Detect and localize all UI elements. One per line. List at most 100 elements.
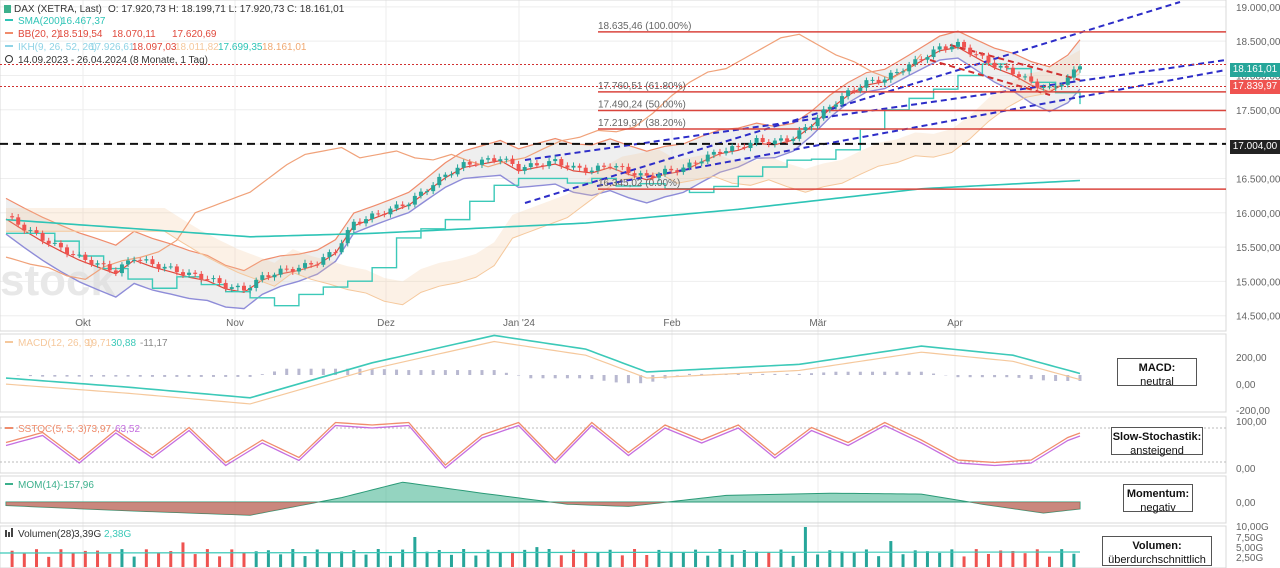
macd-histogram-bar xyxy=(285,368,289,375)
macd-histogram-bar xyxy=(956,375,960,378)
candle-body xyxy=(577,165,582,168)
macd-histogram-bar xyxy=(395,369,399,375)
candle-body xyxy=(113,270,118,274)
volume-bar xyxy=(767,552,771,567)
macd-histogram-bar xyxy=(1066,375,1070,381)
macd-histogram-bar xyxy=(382,369,386,375)
legend-sma-value: 16.467,37 xyxy=(61,16,106,27)
macd-histogram-bar xyxy=(626,375,630,384)
candle-body xyxy=(89,259,94,265)
volume-bar xyxy=(535,547,539,567)
macd-histogram-bar xyxy=(1054,375,1058,381)
stoch-legend-value: 73,97 xyxy=(86,424,111,435)
macd-histogram-bar xyxy=(431,370,435,375)
candle-body xyxy=(150,259,155,265)
volume-bar xyxy=(840,551,844,567)
candle-body xyxy=(888,72,893,80)
candle-body xyxy=(174,266,179,273)
volume-bar xyxy=(340,551,344,567)
macd-histogram-bar xyxy=(895,371,899,375)
candle-body xyxy=(95,263,100,265)
candle-body xyxy=(168,266,173,268)
macd-histogram-bar xyxy=(28,375,32,377)
mom-box-title: Momentum: xyxy=(1126,488,1190,500)
candle-body xyxy=(266,275,271,278)
candle-body xyxy=(846,90,851,97)
candle-body xyxy=(180,272,185,275)
volume-bar xyxy=(950,549,954,567)
vol-signal-box: Volumen: überdurchschnittlich xyxy=(1102,536,1212,566)
candle-body xyxy=(724,151,729,154)
legend-bb: BB(20, 2) xyxy=(18,29,60,40)
volume-bar xyxy=(364,554,368,567)
macd-histogram-bar xyxy=(761,373,765,375)
candle-body xyxy=(644,173,649,176)
macd-axis-label: -200,00 xyxy=(1236,406,1270,417)
volume-bar xyxy=(803,527,807,567)
volume-bar xyxy=(706,555,710,567)
candle-body xyxy=(425,191,430,193)
stoch-signal-box: Slow-Stochastik: ansteigend xyxy=(1111,427,1203,457)
candle-body xyxy=(571,165,576,168)
candle-body xyxy=(931,49,936,58)
volume-bar xyxy=(315,549,319,567)
volume-bar xyxy=(657,549,661,567)
candle-body xyxy=(754,137,759,143)
volume-bar xyxy=(572,549,576,567)
fib-level-label: 17.219,97 (38.20%) xyxy=(598,118,686,129)
candle-body xyxy=(46,240,51,244)
macd-histogram-bar xyxy=(700,373,704,375)
candle-body xyxy=(516,163,521,171)
volume-bar xyxy=(889,541,893,567)
candle-body xyxy=(211,278,216,280)
macd-signal-line xyxy=(5,340,1081,405)
volume-bar xyxy=(901,554,905,567)
macd-histogram-bar xyxy=(858,371,862,375)
candle-body xyxy=(681,167,686,173)
prev-price-tag: 17.839,97 xyxy=(1230,80,1280,94)
volume-bar xyxy=(35,549,39,567)
volume-bar xyxy=(877,556,881,567)
macd-histogram-bar xyxy=(687,373,691,375)
candle-body xyxy=(492,158,497,162)
candle-body xyxy=(870,79,875,81)
candle-body xyxy=(83,254,88,260)
candle-body xyxy=(77,254,82,256)
volume-bar xyxy=(1047,556,1051,567)
mom-legend-label: MOM(14) xyxy=(18,480,60,491)
candle-body xyxy=(717,151,722,154)
candle-body xyxy=(534,163,539,166)
macd-histogram-bar xyxy=(834,371,838,375)
volume-bar xyxy=(425,551,429,567)
candle-body xyxy=(370,213,375,220)
macd-legend-label: MACD(12, 26, 9) xyxy=(18,338,93,349)
candle-body xyxy=(162,266,167,269)
volume-bar xyxy=(376,549,380,567)
logo-icon xyxy=(4,5,11,13)
fib-level-label: 16.345,02 (0.00%) xyxy=(598,178,680,189)
candle-body xyxy=(937,46,942,50)
candle-body xyxy=(528,163,533,168)
bollinger-lower-line xyxy=(5,57,1081,310)
volume-bar xyxy=(913,550,917,567)
volume-bar xyxy=(22,553,26,567)
candle-body xyxy=(760,137,765,142)
candle-body xyxy=(1078,66,1082,70)
macd-legend-value: 30,88 xyxy=(111,338,136,349)
candle-body xyxy=(827,106,832,110)
volume-bar xyxy=(962,556,966,567)
price-axis-label: 17.500,00 xyxy=(1236,106,1280,117)
mom-axis-label: 0,00 xyxy=(1236,498,1256,509)
candle-body xyxy=(22,224,27,231)
candle-body xyxy=(687,162,692,168)
macd-histogram-bar xyxy=(797,373,801,375)
candle-body xyxy=(156,264,161,269)
candle-body xyxy=(913,59,918,65)
candle-body xyxy=(364,219,369,224)
time-axis-label: Mär xyxy=(809,318,827,329)
candle-body xyxy=(40,232,45,241)
volume-bar xyxy=(1072,553,1076,567)
price-axis-label: 15.500,00 xyxy=(1236,243,1280,254)
macd-histogram-bar xyxy=(919,371,923,375)
macd-histogram-bar xyxy=(602,375,606,381)
